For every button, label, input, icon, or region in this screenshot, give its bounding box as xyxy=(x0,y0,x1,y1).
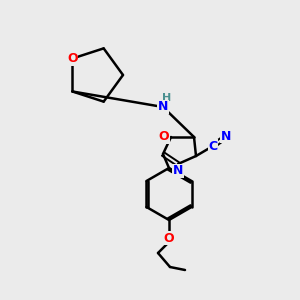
Text: N: N xyxy=(173,164,183,178)
Text: N: N xyxy=(221,130,231,142)
Text: O: O xyxy=(164,232,174,244)
Text: C: C xyxy=(208,140,217,152)
Text: O: O xyxy=(67,52,78,65)
Text: N: N xyxy=(158,100,168,113)
Text: H: H xyxy=(162,93,172,103)
Text: O: O xyxy=(159,130,169,143)
